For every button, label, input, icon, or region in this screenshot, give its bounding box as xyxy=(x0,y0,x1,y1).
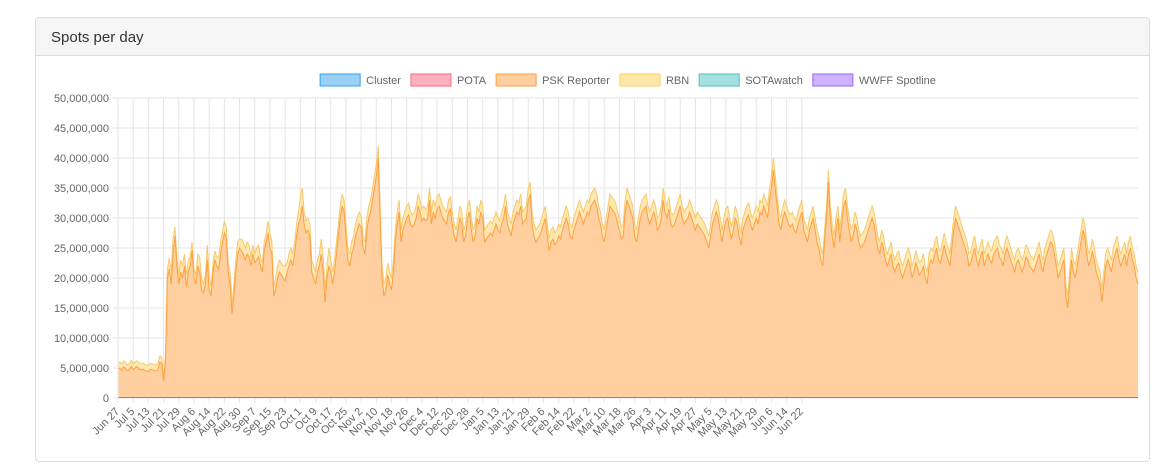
y-tick-label: 0 xyxy=(103,393,109,405)
y-tick-label: 20,000,000 xyxy=(54,273,109,285)
y-tick-label: 5,000,000 xyxy=(60,363,109,375)
legend-swatch-cluster[interactable] xyxy=(319,73,361,87)
series-psk-reporter-area xyxy=(118,158,1138,398)
legend-swatch-wwff-spotline[interactable] xyxy=(812,73,854,87)
legend-label-wwff-spotline[interactable]: WWFF Spotline xyxy=(859,75,936,87)
series-rbn-area xyxy=(118,146,1138,382)
y-tick-label: 35,000,000 xyxy=(54,183,109,195)
legend-swatch-sotawatch[interactable] xyxy=(698,73,740,87)
y-tick-label: 25,000,000 xyxy=(54,243,109,255)
legend-label-pota[interactable]: POTA xyxy=(457,75,487,87)
legend-swatch-pota[interactable] xyxy=(410,73,452,87)
y-tick-label: 10,000,000 xyxy=(54,333,109,345)
legend-label-psk-reporter[interactable]: PSK Reporter xyxy=(542,75,610,87)
y-tick-label: 45,000,000 xyxy=(54,123,109,135)
series-psk-reporter-line xyxy=(117,157,1139,382)
legend-label-cluster[interactable]: Cluster xyxy=(366,75,401,87)
legend-swatch-rbn[interactable] xyxy=(619,73,661,87)
y-tick-label: 15,000,000 xyxy=(54,303,109,315)
legend-label-rbn[interactable]: RBN xyxy=(666,75,689,87)
y-tick-label: 30,000,000 xyxy=(54,213,109,225)
panel-heading xyxy=(36,18,1149,56)
series-rbn-line xyxy=(117,145,1139,378)
y-tick-label: 40,000,000 xyxy=(54,153,109,165)
legend-label-sotawatch[interactable]: SOTAwatch xyxy=(745,75,803,87)
y-tick-label: 50,000,000 xyxy=(54,93,109,105)
legend-swatch-psk-reporter[interactable] xyxy=(495,73,537,87)
panel-title: Spots per day xyxy=(51,29,144,46)
